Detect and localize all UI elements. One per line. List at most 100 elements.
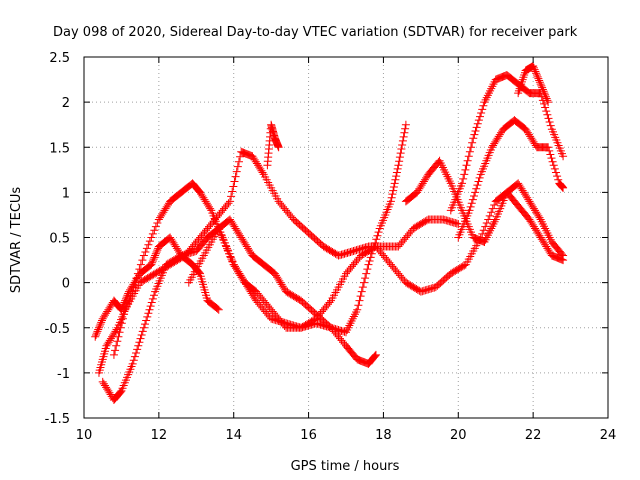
data-point — [200, 195, 209, 204]
data-point — [388, 190, 397, 199]
series-track-10 — [514, 62, 553, 107]
data-point — [366, 253, 375, 262]
data-point — [231, 264, 240, 273]
series-track-3 — [98, 215, 380, 404]
data-point — [465, 206, 474, 215]
data-point — [548, 157, 557, 166]
data-point — [472, 184, 481, 193]
data-point — [541, 103, 550, 112]
data-point — [128, 359, 137, 368]
x-tick-label: 10 — [76, 428, 93, 443]
data-point — [371, 238, 380, 247]
data-point — [529, 137, 538, 146]
data-point — [150, 226, 159, 235]
data-point — [231, 224, 240, 233]
data-point — [528, 202, 537, 211]
data-point — [224, 199, 233, 208]
data-point — [222, 242, 231, 251]
data-point — [234, 229, 243, 238]
data-point — [135, 265, 144, 274]
x-tick-label: 20 — [450, 428, 467, 443]
data-point — [468, 195, 477, 204]
data-point — [461, 165, 470, 174]
data-point — [116, 323, 125, 332]
data-point — [109, 350, 118, 359]
data-point — [240, 238, 249, 247]
data-point — [99, 379, 108, 388]
data-point — [401, 120, 410, 129]
data-point — [471, 127, 480, 136]
data-point — [102, 383, 111, 392]
data-point — [252, 159, 261, 168]
data-point — [225, 249, 234, 258]
x-tick-label: 18 — [375, 428, 392, 443]
data-point — [527, 201, 536, 210]
data-point — [481, 235, 490, 244]
data-point — [354, 301, 363, 310]
data-point — [391, 175, 400, 184]
data-point — [146, 302, 155, 311]
data-point — [112, 341, 121, 350]
data-point — [236, 231, 245, 240]
data-point — [232, 167, 241, 176]
data-point — [147, 233, 156, 242]
data-point — [353, 305, 362, 314]
data-point — [98, 377, 107, 386]
data-point — [466, 202, 475, 211]
plot-frame — [83, 56, 609, 419]
data-point — [274, 275, 283, 284]
data-point — [543, 228, 552, 237]
data-point — [557, 250, 566, 259]
data-point — [241, 240, 250, 249]
data-point — [401, 124, 410, 133]
data-point — [361, 274, 370, 283]
data-point — [531, 206, 540, 215]
data-point — [350, 310, 359, 319]
data-point — [228, 256, 237, 265]
data-point — [356, 292, 365, 301]
data-point — [97, 316, 106, 325]
data-point — [532, 71, 541, 80]
data-point — [520, 190, 529, 199]
data-point — [522, 191, 531, 200]
data-point — [395, 157, 404, 166]
data-point — [233, 228, 242, 237]
data-point — [465, 147, 474, 156]
data-point — [148, 256, 157, 265]
data-point — [422, 173, 431, 182]
data-point — [473, 119, 482, 128]
data-point — [392, 168, 401, 177]
data-point — [529, 62, 538, 71]
data-point — [419, 177, 428, 186]
data-point — [541, 92, 550, 101]
data-point — [163, 201, 172, 210]
data-point — [370, 352, 379, 361]
data-point — [540, 89, 549, 98]
data-point — [147, 260, 156, 269]
series-track-4 — [109, 147, 463, 359]
data-point — [390, 179, 399, 188]
data-point — [537, 235, 546, 244]
y-tick-label: 0 — [62, 277, 70, 292]
data-point — [554, 175, 563, 184]
y-tick-label: -1 — [57, 367, 70, 382]
data-point — [96, 320, 105, 329]
data-point — [151, 222, 160, 231]
data-point — [487, 208, 496, 217]
data-point — [538, 83, 547, 92]
data-point — [362, 269, 371, 278]
data-point — [536, 80, 545, 89]
data-point — [533, 228, 542, 237]
y-axis-label: SDTVAR / TECUs — [9, 187, 24, 294]
data-point — [533, 210, 542, 219]
data-point — [482, 93, 491, 102]
data-point — [480, 98, 489, 107]
data-point — [132, 349, 141, 358]
data-point — [479, 101, 488, 110]
data-point — [255, 163, 264, 172]
data-point — [464, 152, 473, 161]
data-point — [203, 201, 212, 210]
data-point — [144, 240, 153, 249]
data-point — [236, 152, 245, 161]
